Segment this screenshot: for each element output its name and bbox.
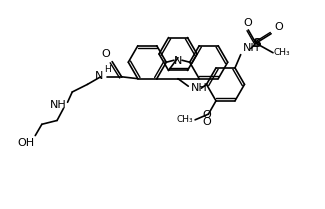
Text: O: O — [101, 48, 110, 59]
Text: CH₃: CH₃ — [274, 48, 291, 57]
Text: O: O — [243, 18, 252, 28]
Text: S: S — [253, 37, 261, 50]
Text: O: O — [202, 117, 211, 127]
Text: H: H — [104, 65, 111, 74]
Text: CH₃: CH₃ — [176, 115, 193, 124]
Text: O: O — [274, 22, 283, 32]
Text: NH: NH — [50, 100, 67, 110]
Text: NH: NH — [243, 43, 259, 53]
Text: NH: NH — [191, 83, 208, 93]
Text: N: N — [174, 56, 182, 66]
Text: OH: OH — [17, 138, 34, 148]
Text: O: O — [202, 110, 211, 120]
Text: N: N — [95, 71, 104, 81]
